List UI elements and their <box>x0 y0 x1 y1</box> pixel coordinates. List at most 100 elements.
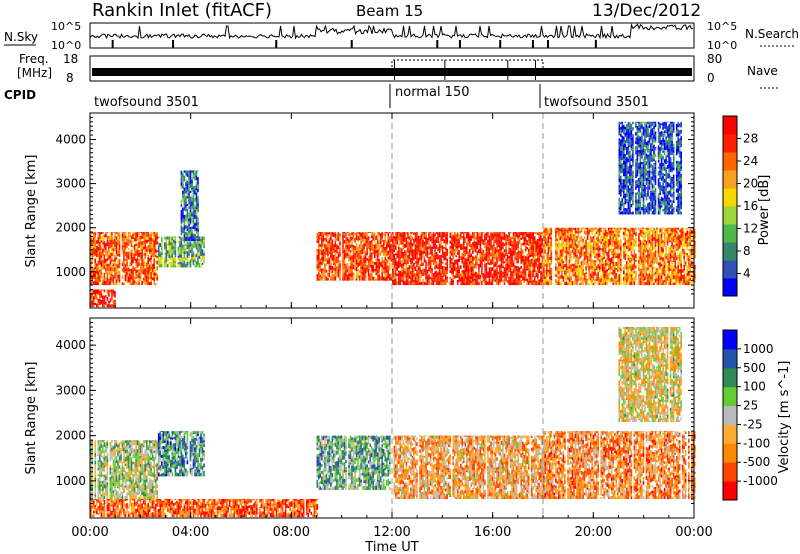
heatmap-cell <box>491 259 494 262</box>
heatmap-cell <box>414 282 417 286</box>
heatmap-cell <box>426 240 429 245</box>
heatmap-cell <box>363 238 365 244</box>
heatmap-cell <box>638 274 640 278</box>
heatmap-cell <box>523 274 525 277</box>
heatmap-cell <box>592 267 595 269</box>
heatmap-cell <box>431 255 433 260</box>
heatmap-cell <box>352 272 355 276</box>
heatmap-cell <box>322 249 325 252</box>
heatmap-cell <box>194 185 196 188</box>
heatmap-cell <box>455 272 457 276</box>
heatmap-cell <box>681 228 684 232</box>
heatmap-cell <box>343 272 346 275</box>
heatmap-cell <box>620 255 622 259</box>
heatmap-cell <box>571 243 574 246</box>
heatmap-cell <box>668 265 670 268</box>
heatmap-cell <box>161 250 163 253</box>
heatmap-cell <box>428 267 430 272</box>
heatmap-cell <box>663 245 666 247</box>
heatmap-cell <box>475 262 477 265</box>
heatmap-cell <box>174 261 177 263</box>
heatmap-cell <box>620 153 622 157</box>
heatmap-cell <box>537 255 539 258</box>
heatmap-cell <box>562 232 565 236</box>
heatmap-cell <box>547 247 550 252</box>
heatmap-cell <box>342 260 344 263</box>
heatmap-cell <box>626 272 628 276</box>
heatmap-cell <box>399 276 402 281</box>
heatmap-cell <box>598 233 601 236</box>
heatmap-cell <box>472 258 474 261</box>
heatmap-cell <box>574 268 577 272</box>
heatmap-cell <box>165 237 168 240</box>
heatmap-cell <box>472 256 474 258</box>
heatmap-cell <box>515 273 518 276</box>
heatmap-cell <box>114 243 116 247</box>
heatmap-cell <box>188 212 190 216</box>
heatmap-cell <box>170 265 172 268</box>
heatmap-cell <box>660 227 663 229</box>
heatmap-cell <box>615 246 618 249</box>
heatmap-cell <box>470 244 473 247</box>
heatmap-cell <box>441 273 444 276</box>
heatmap-cell <box>675 230 678 234</box>
heatmap-cell <box>441 251 444 256</box>
heatmap-cell <box>337 237 340 242</box>
heatmap-cell <box>404 259 406 265</box>
heatmap-cell <box>339 260 341 264</box>
heatmap-cell <box>91 232 94 234</box>
heatmap-cell <box>479 249 482 254</box>
heatmap-cell <box>675 281 678 286</box>
heatmap-cell <box>188 252 190 257</box>
heatmap-cell <box>130 270 133 274</box>
heatmap-cell <box>355 237 358 240</box>
heatmap-cell <box>151 253 154 257</box>
heatmap-cell <box>556 247 559 252</box>
heatmap-cell <box>592 246 595 251</box>
heatmap-cell <box>413 273 415 277</box>
heatmap-cell <box>490 267 492 270</box>
heatmap-cell <box>327 255 329 260</box>
heatmap-cell <box>509 267 512 270</box>
heatmap-cell <box>164 237 166 240</box>
heatmap-cell <box>429 232 432 237</box>
heatmap-cell <box>493 250 495 255</box>
heatmap-cell <box>346 276 349 281</box>
heatmap-cell <box>505 260 507 264</box>
heatmap-cell <box>435 244 438 249</box>
heatmap-cell <box>543 258 545 263</box>
heatmap-cell <box>97 289 100 294</box>
heatmap-cell <box>177 264 180 268</box>
heatmap-cell <box>413 270 415 274</box>
heatmap-cell <box>680 240 682 243</box>
heatmap-cell <box>618 174 621 179</box>
heatmap-cell <box>530 232 533 233</box>
heatmap-cell <box>635 243 637 248</box>
heatmap-cell <box>399 242 402 245</box>
heatmap-cell <box>561 270 563 275</box>
heatmap-cell <box>103 263 106 266</box>
heatmap-cell <box>148 233 151 238</box>
heatmap-cell <box>91 276 94 280</box>
heatmap-cell <box>618 200 621 205</box>
heatmap-cell <box>126 241 128 246</box>
heatmap-cell <box>479 264 482 268</box>
heatmap-cell <box>499 232 501 233</box>
heatmap-cell <box>194 234 196 236</box>
heatmap-cell <box>318 265 320 269</box>
heatmap-cell <box>444 236 447 240</box>
heatmap-cell <box>529 273 531 277</box>
heatmap-cell <box>669 227 672 231</box>
heatmap-cell <box>351 269 353 273</box>
heatmap-cell <box>473 278 476 281</box>
heatmap-cell <box>476 277 479 280</box>
heatmap-cell <box>620 181 622 184</box>
heatmap-cell <box>538 257 541 262</box>
heatmap-cell <box>114 291 116 295</box>
heatmap-cell <box>127 273 130 277</box>
heatmap-cell <box>352 248 355 253</box>
heatmap-cell <box>364 253 367 256</box>
heatmap-cell <box>343 239 346 244</box>
heatmap-cell <box>189 180 192 184</box>
heatmap-cell <box>521 232 524 237</box>
